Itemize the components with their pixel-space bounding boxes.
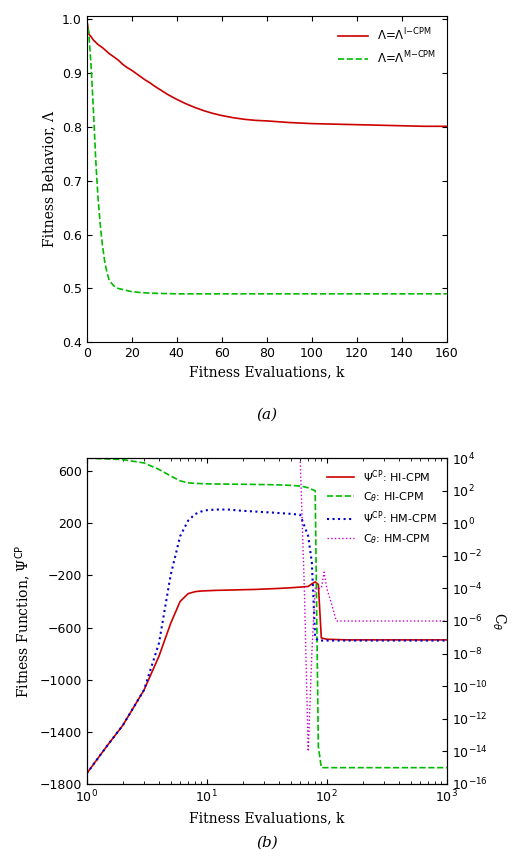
Text: (b): (b) <box>256 836 278 850</box>
X-axis label: Fitness Evaluations, k: Fitness Evaluations, k <box>189 811 344 825</box>
Text: (a): (a) <box>256 408 277 421</box>
Y-axis label: Fitness Function, Ψ$^\mathrm{CP}$: Fitness Function, Ψ$^\mathrm{CP}$ <box>14 544 34 697</box>
X-axis label: Fitness Evaluations, k: Fitness Evaluations, k <box>189 366 344 380</box>
Legend: Λ=Λ$^\mathrm{I{-}CPM}$, Λ=Λ$^\mathrm{M{-}CPM}$: Λ=Λ$^\mathrm{I{-}CPM}$, Λ=Λ$^\mathrm{M{-… <box>333 22 441 71</box>
Y-axis label: Fitness Behavior, Λ: Fitness Behavior, Λ <box>42 111 56 248</box>
Legend: Ψ$^\mathrm{CP}$: HI-CPM, C$_\theta$: HI-CPM, Ψ$^\mathrm{CP}$: HM-CPM, C$_\theta$: Ψ$^\mathrm{CP}$: HI-CPM, C$_\theta$: HI-… <box>322 464 441 550</box>
Y-axis label: C$_\theta$: C$_\theta$ <box>490 611 507 630</box>
